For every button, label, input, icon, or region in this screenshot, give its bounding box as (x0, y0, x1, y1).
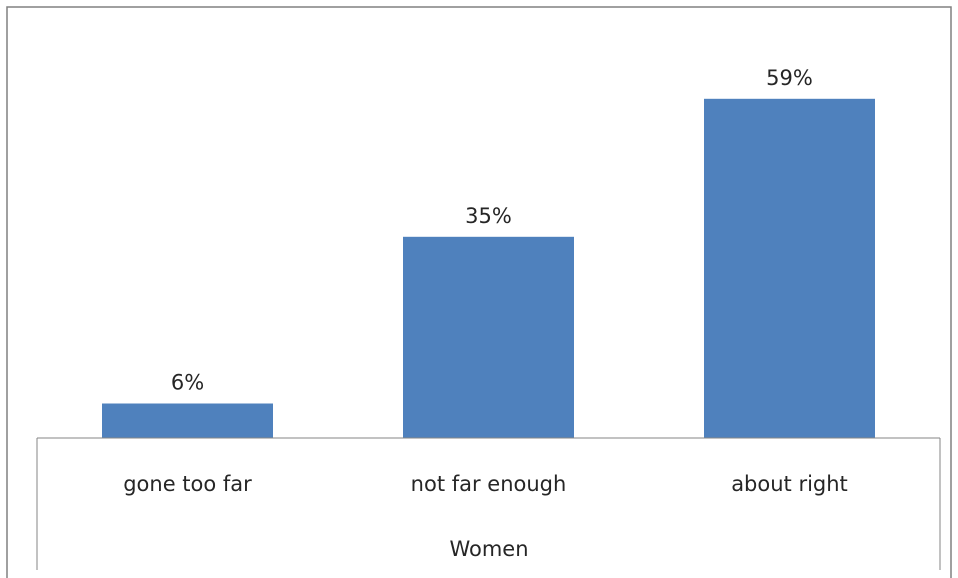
bar-2 (704, 98, 875, 439)
chart-border (6, 6, 952, 578)
x-tick-label-2: about right (731, 472, 848, 496)
bars-layer (102, 98, 875, 439)
data-label-0: 6% (171, 371, 204, 395)
x-tick-label-0: gone too far (123, 472, 252, 496)
x-tick-labels: gone too far not far enough about right (123, 472, 848, 496)
data-label-1: 35% (465, 204, 512, 228)
data-label-2: 59% (766, 66, 813, 90)
bar-0 (102, 403, 273, 438)
data-labels-layer: 6% 35% 59% (171, 66, 813, 395)
x-axis-title: Women (449, 537, 528, 561)
x-tick-label-1: not far enough (411, 472, 567, 496)
bar-1 (403, 236, 574, 439)
